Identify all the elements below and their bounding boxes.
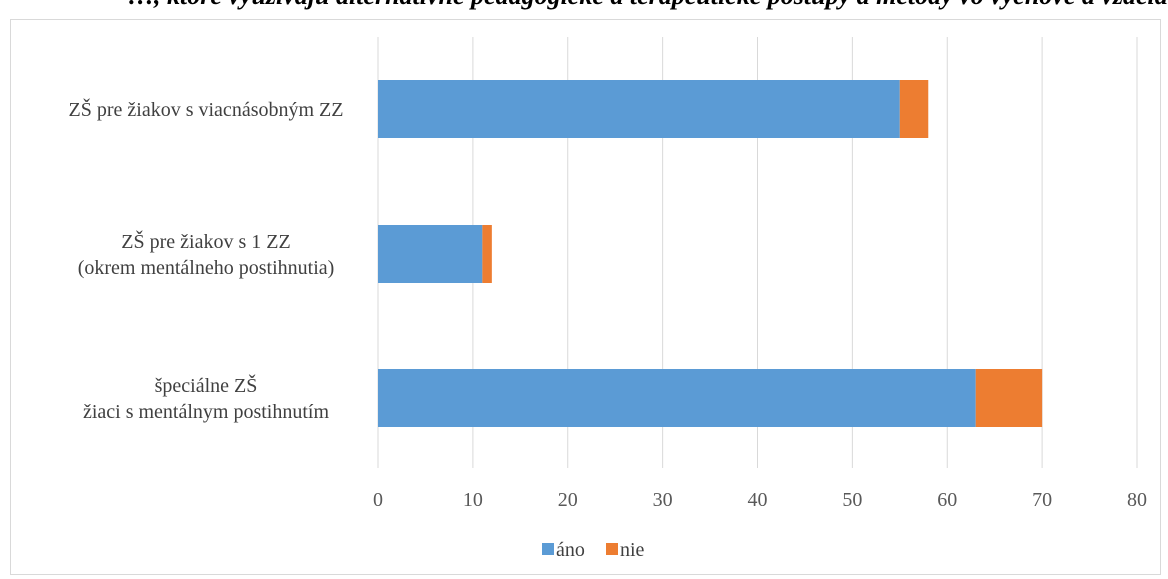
- x-tick-label-30: 30: [653, 489, 673, 511]
- bar-ano-3: [378, 369, 976, 427]
- x-tick-label-20: 20: [558, 489, 578, 511]
- bar-nie-1: [899, 80, 929, 138]
- chart-area: [10, 19, 1161, 575]
- x-tick-labels: 0 10 20 30 40 50 60 70 80: [373, 489, 1147, 511]
- x-tick-label-60: 60: [937, 489, 957, 511]
- x-tick-label-40: 40: [748, 489, 768, 511]
- legend-label-ano: áno: [556, 539, 585, 561]
- x-tick-label-50: 50: [842, 489, 862, 511]
- x-tick-label-0: 0: [373, 489, 383, 511]
- legend-swatch-nie: [606, 543, 618, 555]
- category-label-2-line-1: ZŠ pre žiakov s 1 ZZ: [121, 229, 290, 253]
- category-label-1-line-1: ZŠ pre žiakov s viacnásobným ZZ: [69, 97, 344, 121]
- x-tick-label-10: 10: [463, 489, 483, 511]
- bar-ano-2: [378, 225, 483, 283]
- bar-nie-2: [482, 225, 492, 283]
- legend-swatch-ano: [542, 543, 554, 555]
- bar-nie-3: [975, 369, 1043, 427]
- bar-ano-1: [378, 80, 900, 138]
- legend: áno nie: [542, 539, 645, 561]
- category-label-2-line-2: (okrem mentálneho postihnutia): [78, 257, 335, 279]
- caption-text: …, ktoré využívajú alternatívne pedagogi…: [128, 0, 1168, 11]
- bars: [378, 80, 1043, 427]
- figure-caption: …, ktoré využívajú alternatívne pedagogi…: [0, 0, 1168, 14]
- legend-label-nie: nie: [620, 539, 645, 561]
- category-label-3-line-2: žiaci s mentálnym postihnutím: [83, 401, 330, 423]
- x-tick-label-80: 80: [1127, 489, 1147, 511]
- category-label-3-line-1: špeciálne ZŠ: [155, 373, 258, 397]
- category-labels: ZŠ pre žiakov s viacnásobným ZZ ZŠ pre ži…: [69, 97, 344, 423]
- x-tick-label-70: 70: [1032, 489, 1052, 511]
